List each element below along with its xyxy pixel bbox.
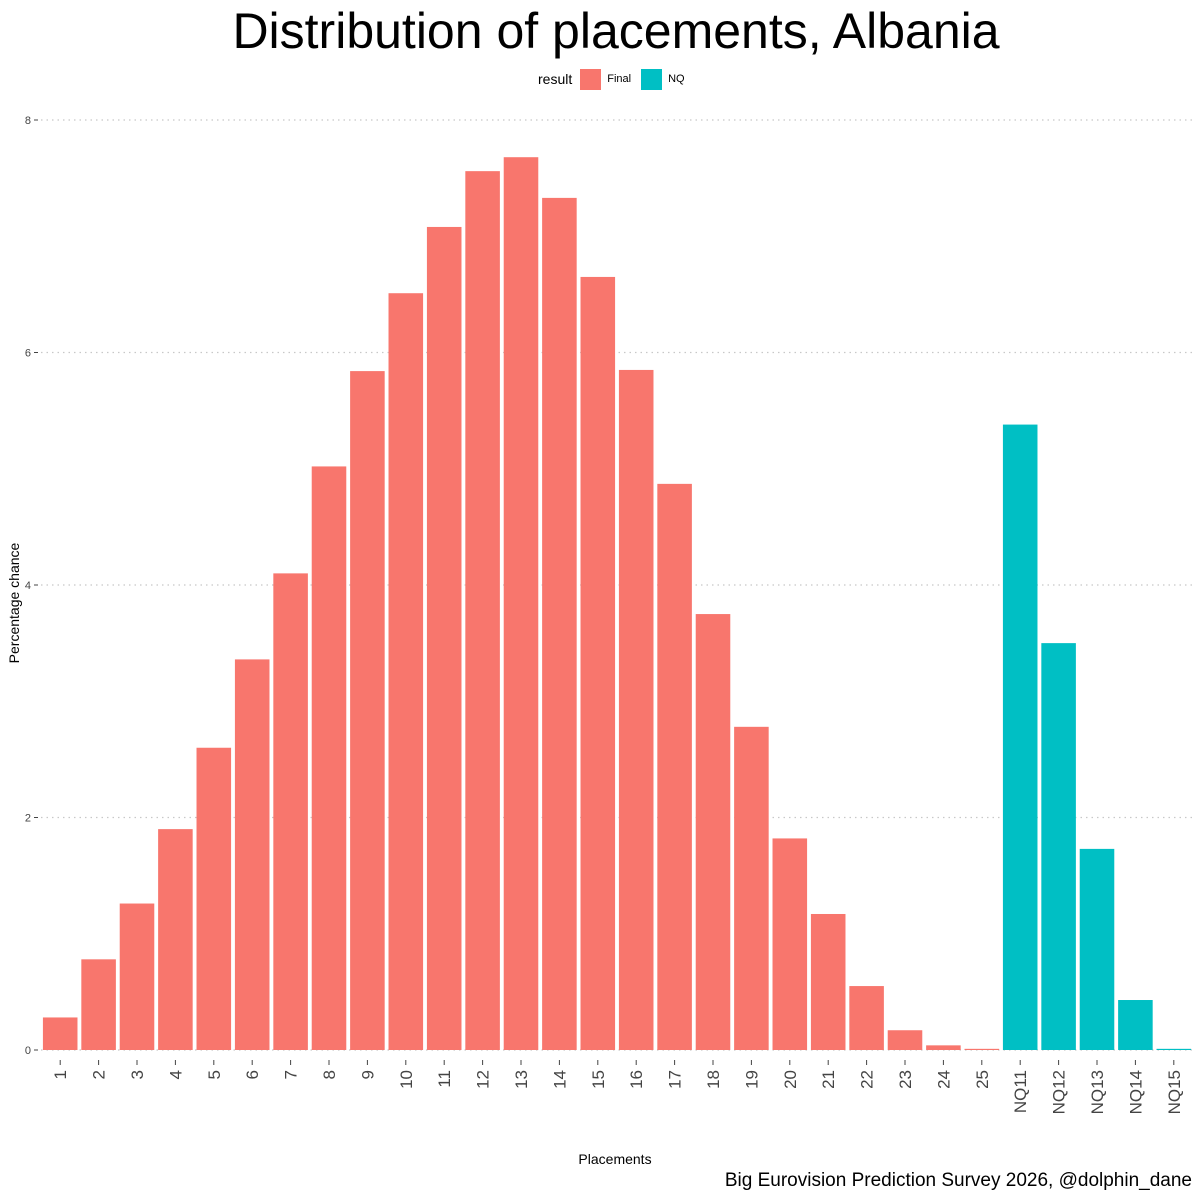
bar [657, 483, 692, 1050]
x-tick-label: NQ12 [1050, 1070, 1069, 1114]
bar [196, 747, 232, 1050]
x-tick-label: 20 [781, 1070, 800, 1089]
x-tick-label: 21 [819, 1070, 838, 1089]
x-tick-label: 10 [397, 1070, 416, 1089]
bar [964, 1048, 1000, 1050]
legend-title: result [538, 71, 573, 87]
bar [1156, 1048, 1192, 1050]
bar [810, 913, 846, 1050]
bar [350, 371, 385, 1051]
bar [119, 903, 155, 1050]
bar [426, 226, 462, 1050]
x-tick-label: 23 [896, 1070, 915, 1089]
x-tick-label: 24 [934, 1070, 953, 1089]
bar [695, 614, 731, 1050]
bar [465, 171, 500, 1050]
bar [734, 726, 769, 1050]
x-tick-label: 3 [128, 1070, 147, 1079]
x-tick-label: 22 [858, 1070, 877, 1089]
x-tick-label: 16 [627, 1070, 646, 1089]
bar [1002, 424, 1038, 1050]
y-tick-label: 8 [25, 115, 31, 127]
x-tick-label: 15 [589, 1070, 608, 1089]
bar [887, 1030, 923, 1050]
x-tick-label: NQ11 [1011, 1070, 1030, 1113]
bar [1079, 848, 1115, 1050]
x-tick-label: 6 [243, 1070, 262, 1079]
bar [234, 659, 270, 1050]
bar [388, 293, 424, 1050]
bar [772, 838, 808, 1050]
x-tick-label: 5 [205, 1070, 224, 1079]
legend-key-nq [641, 68, 663, 90]
legend: result Final NQ [538, 68, 695, 90]
bar [1118, 1000, 1153, 1050]
x-tick-label: 1 [51, 1070, 70, 1079]
x-tick-label: 2 [90, 1070, 109, 1079]
y-tick-label: 2 [25, 813, 31, 825]
bar [580, 276, 616, 1050]
chart-caption: Big Eurovision Prediction Survey 2026, @… [724, 1170, 1192, 1191]
x-tick-label: 11 [435, 1070, 454, 1088]
bar [42, 1017, 78, 1050]
x-tick-label: NQ13 [1088, 1070, 1107, 1114]
bar [158, 829, 193, 1050]
x-tick-label: NQ14 [1126, 1070, 1145, 1114]
x-tick-label: 13 [512, 1070, 531, 1089]
legend-key-final [580, 68, 602, 90]
x-tick-label: 18 [704, 1070, 723, 1089]
x-tick-label: 14 [550, 1070, 569, 1089]
bar [503, 157, 539, 1050]
chart-title: Distribution of placements, Albania [232, 3, 1000, 59]
bar [1041, 643, 1076, 1050]
y-tick-label: 0 [25, 1045, 31, 1057]
bar [311, 466, 347, 1050]
legend-label-final: Final [607, 73, 632, 85]
bar [849, 986, 884, 1050]
bar [273, 573, 308, 1050]
y-tick-label: 4 [25, 580, 31, 592]
x-tick-label: 9 [358, 1070, 377, 1079]
x-tick-label: 12 [474, 1070, 493, 1089]
legend-label-nq: NQ [668, 73, 685, 85]
x-tick-label: 17 [666, 1070, 685, 1089]
bar [618, 369, 654, 1050]
bar [81, 959, 116, 1050]
bar [542, 197, 577, 1050]
x-tick-label: 7 [282, 1070, 301, 1079]
x-tick-label: 8 [320, 1070, 339, 1079]
x-tick-label: 4 [166, 1070, 185, 1079]
x-tick-label: NQ15 [1165, 1070, 1184, 1114]
x-tick-label: 19 [742, 1070, 761, 1089]
y-tick-label: 6 [25, 348, 31, 360]
bar [926, 1045, 961, 1050]
x-tick-label: 25 [973, 1070, 992, 1089]
x-axis-label: Placements [578, 1151, 652, 1167]
